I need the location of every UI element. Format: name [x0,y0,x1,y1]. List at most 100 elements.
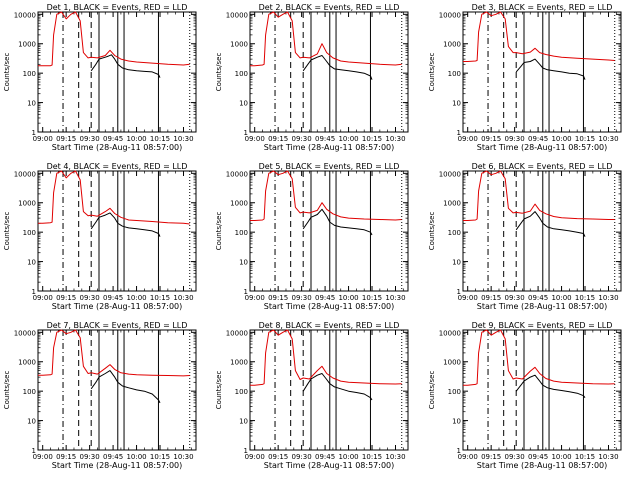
y-axis-label: Counts/sec [428,53,436,92]
x-tick-label: 10:30 [385,453,405,461]
y-axis-label: Counts/sec [215,212,223,251]
y-tick-label: 1000 [230,359,248,367]
y-tick-label: 10 [239,259,248,267]
y-tick-label: 100 [448,388,461,396]
y-axis-label: Counts/sec [3,371,11,410]
x-tick-label: 09:00 [458,294,478,302]
x-tick-label: 09:15 [481,294,501,302]
events-series-line [515,58,586,80]
x-tick-label: 09:00 [245,135,265,143]
y-tick-label: 1000 [230,41,248,49]
chart-panel-2: Det 2, BLACK = Events, RED = LLD Counts/s… [215,3,409,152]
plot-frame [462,11,622,133]
x-tick-label: 10:00 [551,294,571,302]
x-tick-label: 09:15 [268,294,288,302]
y-tick-label: 10 [27,100,36,108]
chart-title: Det 3, BLACK = Events, RED = LLD [472,3,613,12]
x-tick-label: 09:15 [56,135,76,143]
plot-frame [249,170,409,292]
x-axis-label: Start Time (28-Aug-11 08:57:00) [52,461,183,470]
x-tick-label: 10:30 [173,453,193,461]
x-tick-label: 09:15 [56,453,76,461]
lld-series-line [38,170,190,225]
x-axis-label: Start Time (28-Aug-11 08:57:00) [477,143,608,152]
x-tick-label: 10:00 [126,453,146,461]
plot-frame [37,11,197,133]
x-tick-label: 09:15 [56,294,76,302]
x-tick-label: 09:00 [458,453,478,461]
lld-series-line [250,11,402,67]
y-tick-label: 100 [235,70,248,78]
y-tick-label: 10000 [439,11,461,19]
chart-panel-6: Det 6, BLACK = Events, RED = LLD Counts/s… [428,162,622,311]
y-tick-label: 100 [23,388,36,396]
y-axis-label: Counts/sec [215,53,223,92]
y-tick-label: 10 [27,418,36,426]
x-tick-label: 10:15 [362,135,382,143]
x-tick-label: 09:30 [505,453,525,461]
lld-series-line [38,11,190,67]
x-tick-label: 09:00 [33,135,53,143]
x-axis-label: Start Time (28-Aug-11 08:57:00) [477,461,608,470]
x-tick-label: 09:45 [315,135,335,143]
x-tick-label: 10:30 [173,135,193,143]
y-tick-label: 10000 [14,170,36,178]
x-tick-label: 09:00 [33,453,53,461]
y-tick-label: 100 [448,70,461,78]
x-tick-label: 09:00 [245,294,265,302]
x-axis-label: Start Time (28-Aug-11 08:57:00) [264,302,395,311]
x-tick-label: 10:15 [150,294,170,302]
x-tick-label: 09:30 [80,135,100,143]
x-tick-label: 10:30 [385,294,405,302]
y-tick-label: 1 [457,288,461,296]
chart-title: Det 6, BLACK = Events, RED = LLD [472,162,613,171]
x-axis-label: Start Time (28-Aug-11 08:57:00) [477,302,608,311]
y-tick-label: 10 [239,418,248,426]
x-tick-label: 10:30 [385,135,405,143]
y-tick-label: 10 [452,100,461,108]
lld-series-line [38,329,190,377]
chart-panel-8: Det 8, BLACK = Events, RED = LLD Counts/s… [215,321,409,470]
y-tick-label: 1000 [18,200,36,208]
y-tick-label: 1 [244,447,248,455]
x-tick-label: 10:00 [338,294,358,302]
events-series-line [302,208,373,236]
x-tick-label: 10:15 [575,135,595,143]
x-tick-label: 10:30 [598,294,618,302]
plot-frame [37,329,197,451]
x-tick-label: 10:00 [126,135,146,143]
y-axis-label: Counts/sec [428,212,436,251]
y-tick-label: 10 [27,259,36,267]
events-series-line [515,211,586,237]
x-tick-label: 09:45 [315,453,335,461]
x-tick-label: 10:30 [173,294,193,302]
chart-panel-4: Det 4, BLACK = Events, RED = LLD Counts/s… [3,162,197,311]
y-tick-label: 1 [32,447,36,455]
y-tick-label: 1 [457,447,461,455]
events-series-line [90,212,161,237]
chart-title: Det 2, BLACK = Events, RED = LLD [259,3,400,12]
x-axis-label: Start Time (28-Aug-11 08:57:00) [264,461,395,470]
plot-frame [37,170,197,292]
x-tick-label: 09:30 [80,453,100,461]
chart-title: Det 4, BLACK = Events, RED = LLD [47,162,188,171]
x-tick-label: 09:45 [528,453,548,461]
y-tick-label: 1000 [18,41,36,49]
x-tick-label: 09:15 [481,453,501,461]
y-tick-label: 10000 [439,170,461,178]
x-tick-label: 10:15 [575,453,595,461]
x-tick-label: 10:15 [575,294,595,302]
plot-frame [462,329,622,451]
x-tick-label: 10:30 [598,135,618,143]
x-tick-label: 10:00 [551,453,571,461]
events-series-line [90,54,161,78]
y-tick-label: 100 [235,229,248,237]
x-tick-label: 09:30 [292,135,312,143]
x-tick-label: 10:30 [598,453,618,461]
lld-series-line [463,329,615,386]
x-tick-label: 09:00 [245,453,265,461]
x-tick-label: 10:00 [338,453,358,461]
y-tick-label: 1 [32,129,36,137]
x-tick-label: 09:45 [103,135,123,143]
